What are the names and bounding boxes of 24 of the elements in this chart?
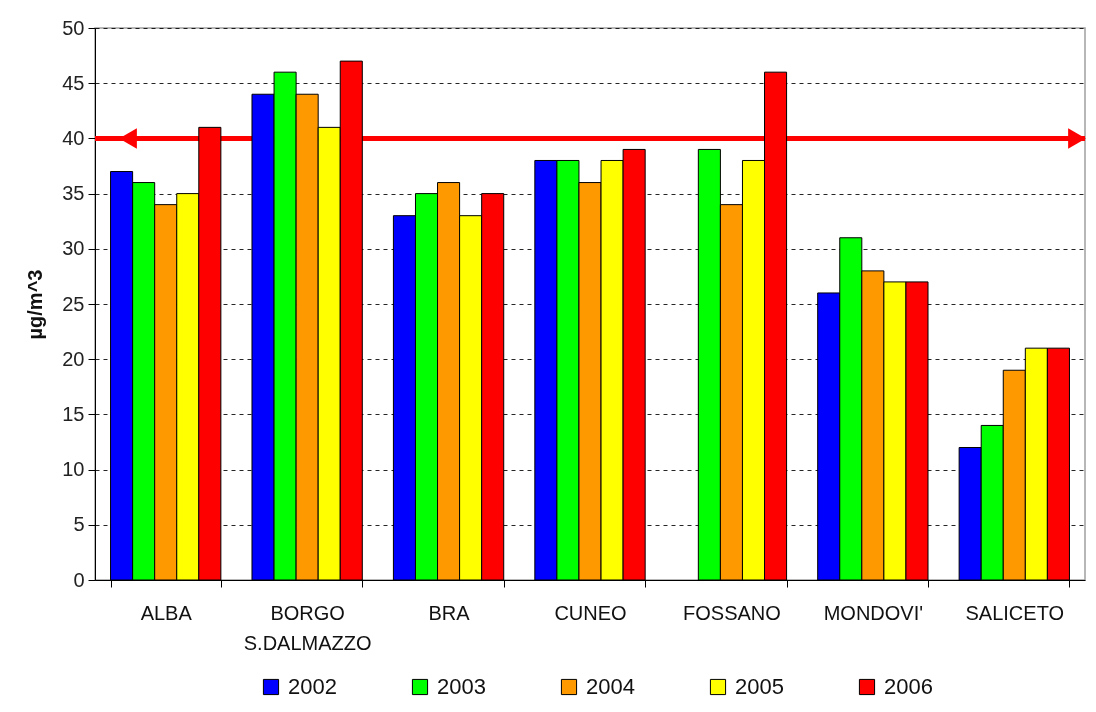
y-tick-label: 35 <box>62 182 85 205</box>
y-tick-label: 15 <box>62 402 85 425</box>
x-tick-label: ALBA <box>140 601 193 624</box>
y-tick-label: 25 <box>62 292 85 315</box>
x-tick-label: SALICETO <box>965 601 1065 624</box>
y-axis-title: µg/m^3 <box>24 269 47 340</box>
y-tick-label: 50 <box>62 16 85 39</box>
y-tick-label: 30 <box>62 237 85 260</box>
y-tick-label: 0 <box>73 568 85 591</box>
y-tick-label: 20 <box>62 347 85 370</box>
x-tick-label: FOSSANO <box>683 601 781 624</box>
y-tick-label: 5 <box>73 513 85 536</box>
legend-label: 2002 <box>288 674 337 699</box>
x-tick-label: MONDOVI' <box>823 601 924 624</box>
x-tick-label: CUNEO <box>554 601 627 624</box>
legend-label: 2004 <box>586 674 635 699</box>
legend-label: 2003 <box>437 674 486 699</box>
legend-label: 2005 <box>735 674 784 699</box>
y-tick-label: 45 <box>62 71 85 94</box>
x-tick-label: BORGO S.DALMAZZO <box>243 601 372 654</box>
y-tick-label: 10 <box>62 458 85 481</box>
x-tick-label: BRA <box>428 601 471 624</box>
y-tick-label: 40 <box>62 126 85 149</box>
legend-label: 2006 <box>884 674 933 699</box>
